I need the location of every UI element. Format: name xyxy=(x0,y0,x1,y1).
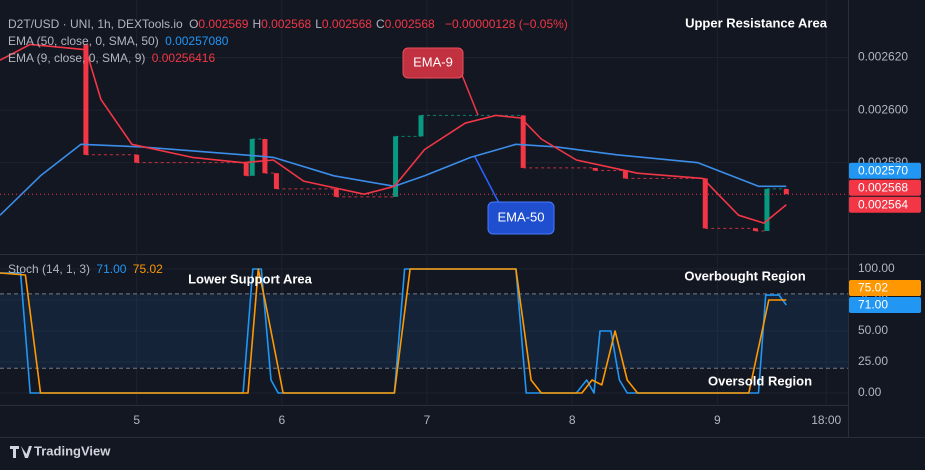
callout-text: EMA-50 xyxy=(498,209,545,224)
series-line xyxy=(0,268,787,394)
ohlc-key: H xyxy=(252,17,262,31)
ohlc-value: 0.002569 xyxy=(198,17,249,31)
logo: TradingView xyxy=(10,443,111,458)
ohlc-value: 0.002568 xyxy=(384,17,435,31)
symbol: D2T/USD · UNI, 1h, DEXTools.io xyxy=(8,17,183,31)
x-tick-label: 6 xyxy=(279,413,286,427)
x-tick-label: 18:00 xyxy=(811,413,841,427)
ohlc-key: C xyxy=(375,17,385,31)
series-line xyxy=(0,43,787,224)
branding: TradingView xyxy=(34,443,111,458)
callouts: EMA-9 EMA-50 xyxy=(402,47,555,235)
annotation: Upper Resistance Area xyxy=(685,15,828,30)
candle-body xyxy=(520,115,526,168)
price-tag xyxy=(849,162,921,179)
y-tick-label: 0.002600 xyxy=(858,102,908,116)
y-tick-label: 0.00 xyxy=(858,385,882,399)
candle-body xyxy=(273,173,279,189)
y-tick-label: 25.00 xyxy=(858,354,888,368)
legend-value: 0.00256416 xyxy=(151,51,216,65)
ohlc-value: 0.002568 xyxy=(321,17,372,31)
x-tick-label: 7 xyxy=(424,413,431,427)
callout-pointer xyxy=(459,69,479,116)
legend-value: 75.02 xyxy=(132,262,163,276)
ohlc-key: O xyxy=(189,17,199,31)
x-tick-label: 9 xyxy=(714,413,721,427)
callout-text: EMA-9 xyxy=(413,54,453,69)
ohlc-value: 0.002568 xyxy=(261,17,312,31)
x-tick-label: 5 xyxy=(133,413,140,427)
change: −0.00000128 (−0.05%) xyxy=(445,17,568,31)
legend-ema50: EMA (50, close, 0, SMA, 50) 0.00257080 xyxy=(8,33,231,49)
candle-body xyxy=(393,136,399,197)
price-tag-label: 0.002568 xyxy=(858,180,908,194)
candle-body xyxy=(333,188,339,197)
candle-body xyxy=(752,228,758,231)
price-tag xyxy=(849,296,921,313)
ohlc-key: L xyxy=(315,17,322,31)
price-tag xyxy=(849,279,921,296)
price-tag-label: 71.00 xyxy=(858,298,888,312)
price-tag xyxy=(849,196,921,213)
candle-body xyxy=(243,162,249,176)
candle-body xyxy=(702,178,708,229)
annotation: Oversold Region xyxy=(708,373,812,388)
header-line: D2T/USD · UNI, 1h, DEXTools.io O0.002569… xyxy=(8,16,571,32)
x-tick-label: 8 xyxy=(569,413,576,427)
annotation: Overbought Region xyxy=(684,268,805,283)
legend-ema9: EMA (9, close, 0, SMA, 9) 0.00256416 xyxy=(8,50,218,66)
candle-body xyxy=(622,170,628,179)
series-line xyxy=(0,143,787,216)
price-tag-label: 0.002564 xyxy=(858,197,908,211)
callout-pointer xyxy=(474,156,501,206)
callout-box xyxy=(487,201,555,235)
candle-body xyxy=(764,188,770,231)
y-tick-label: 100.00 xyxy=(858,261,895,275)
legend-value: 0.00257080 xyxy=(165,34,229,48)
legend-label: EMA (9, close, 0, SMA, 9) xyxy=(8,51,146,65)
logo-icon xyxy=(10,446,32,458)
callout-box xyxy=(402,47,464,79)
candle-body xyxy=(134,154,140,163)
candle-body xyxy=(592,167,598,171)
candle-body xyxy=(418,115,424,137)
y-tick-label: 50.00 xyxy=(858,323,888,337)
price-tag xyxy=(849,179,921,196)
price-tag-label: 75.02 xyxy=(858,281,888,295)
price-tag-label: 0.002570 xyxy=(858,163,908,177)
candle-body xyxy=(783,188,789,195)
legend-value: 71.00 xyxy=(96,262,127,276)
legend-label: EMA (50, close, 0, SMA, 50) xyxy=(8,34,159,48)
legend-label: Stoch (14, 1, 3) xyxy=(8,262,91,276)
y-tick-label: 0.002620 xyxy=(858,50,908,64)
legend-stoch: Stoch (14, 1, 3) 71.00 75.02 xyxy=(8,261,166,277)
annotation: Lower Support Area xyxy=(188,271,313,286)
band-fill xyxy=(0,293,848,369)
ohlc: O0.002569 H0.002568 L0.002568 C0.002568 xyxy=(189,17,439,31)
candle-body xyxy=(83,44,89,155)
candle-body xyxy=(249,139,255,176)
